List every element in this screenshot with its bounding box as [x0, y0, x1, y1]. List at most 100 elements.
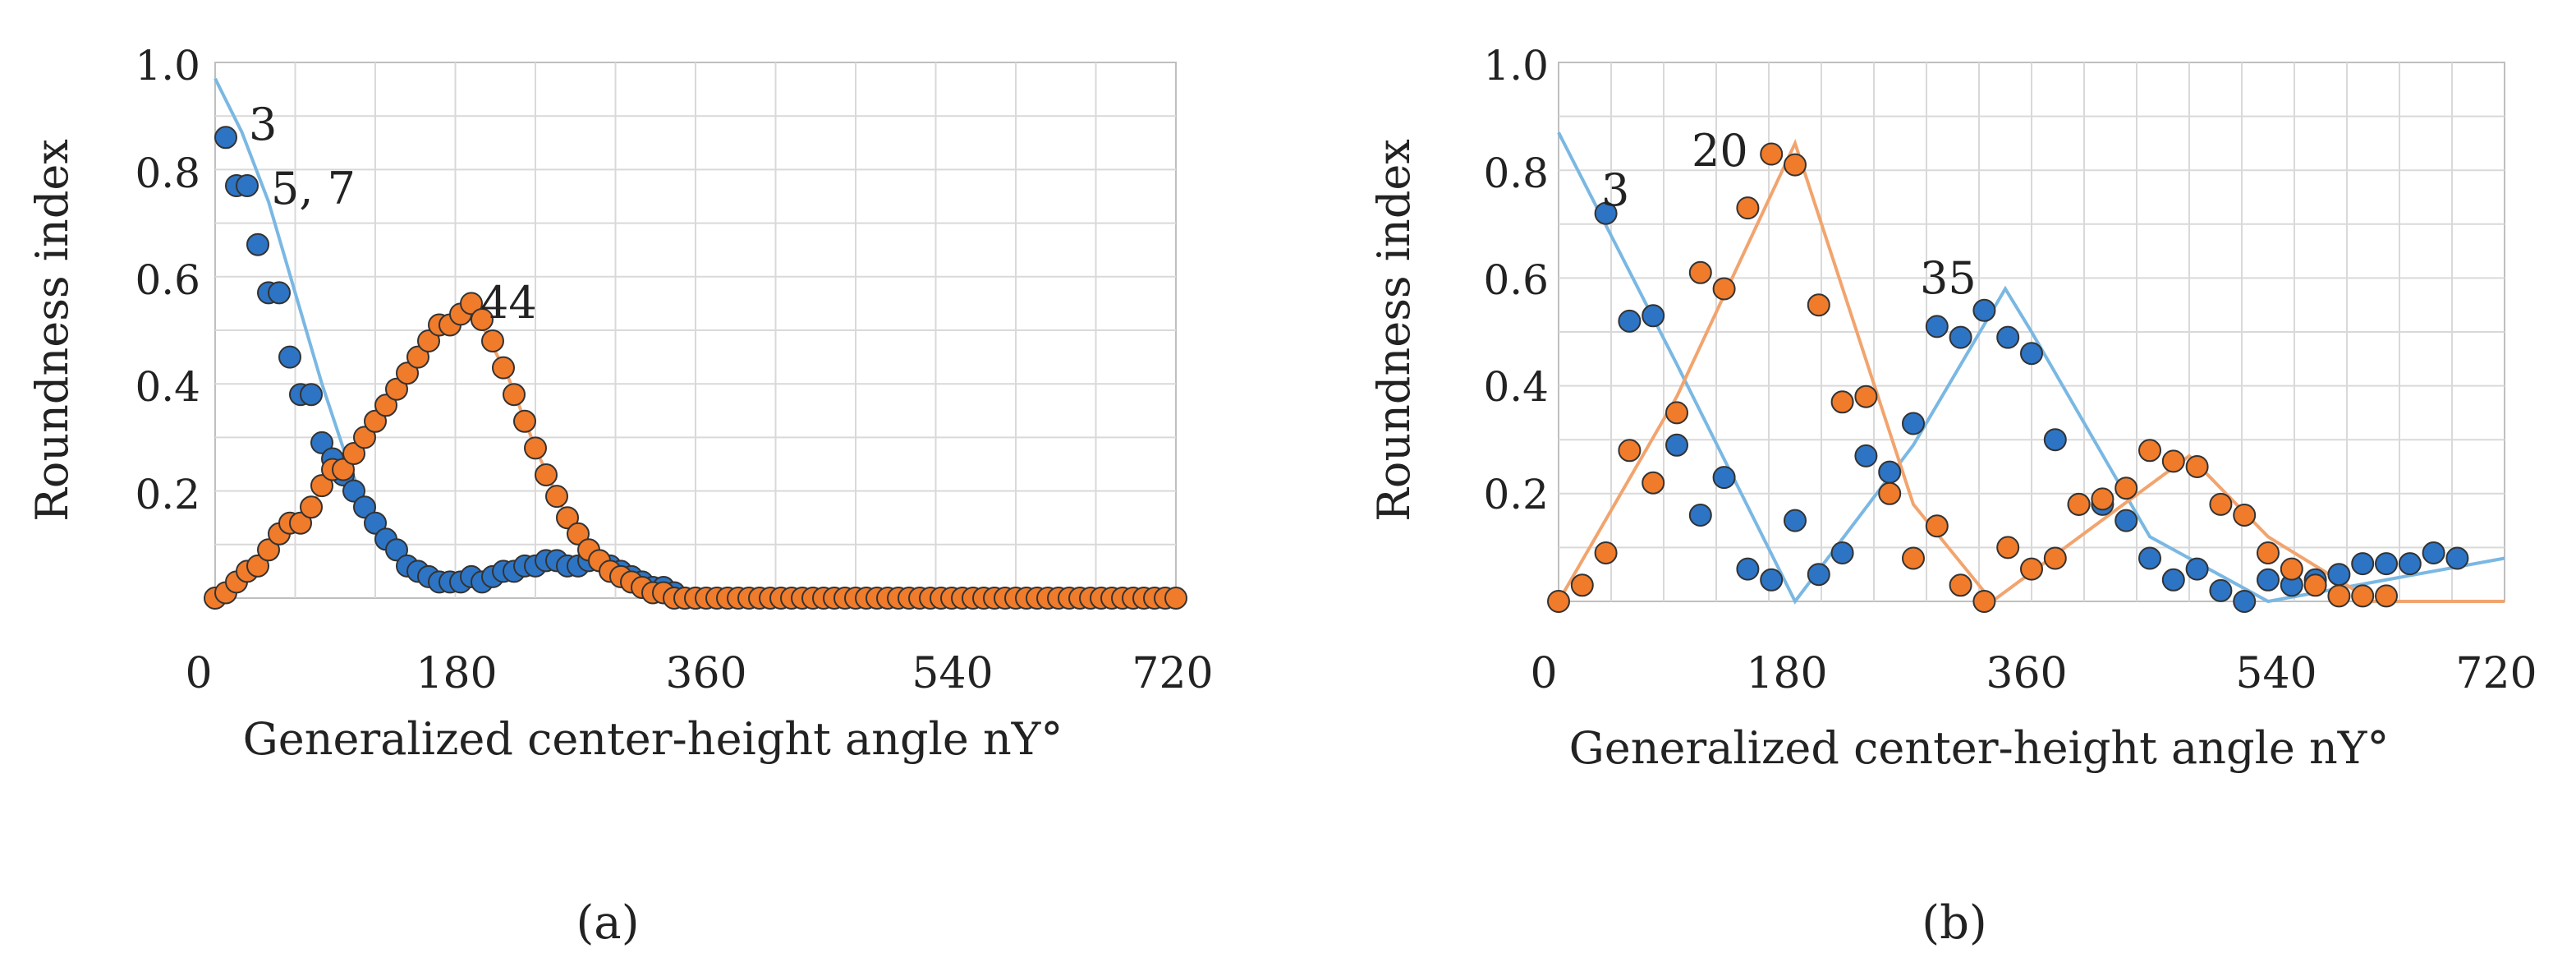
data-point — [289, 511, 312, 535]
data-point — [2445, 546, 2469, 570]
y-tick-label: 0.2 — [135, 471, 200, 518]
data-point — [385, 538, 408, 562]
data-point — [2303, 573, 2327, 597]
data-point — [342, 442, 365, 465]
data-point — [406, 345, 429, 369]
data-point — [364, 409, 387, 433]
x-tick-label: 0 — [1530, 649, 1557, 698]
data-point — [2398, 552, 2422, 576]
data-point — [353, 495, 376, 519]
data-point — [535, 463, 558, 486]
data-point — [2185, 557, 2209, 581]
data-point — [1642, 471, 1665, 495]
data-point — [1830, 390, 1854, 414]
data-point — [1594, 541, 1618, 564]
data-point — [310, 431, 333, 454]
data-point — [353, 426, 376, 449]
data-point — [2067, 492, 2091, 516]
data-point — [471, 308, 494, 331]
data-point — [513, 409, 536, 433]
y-tick-label: 1.0 — [1483, 42, 1549, 90]
series-fit-line — [1557, 131, 2505, 605]
data-point — [1164, 587, 1187, 610]
annotation-a-3: 44 — [480, 277, 537, 329]
y-axis-label-a: Roundness index — [26, 139, 78, 522]
data-point — [1902, 546, 1925, 570]
chart-panel-a: 0.2 0.4 0.6 0.8 1.0 0 180 360 540 720 Ro… — [26, 42, 1214, 950]
data-point — [556, 506, 579, 530]
data-point — [246, 554, 269, 578]
x-tick-labels-a: 0 180 360 540 720 — [185, 649, 1213, 698]
data-point — [1594, 201, 1618, 225]
y-tick-label: 0.6 — [135, 256, 200, 304]
data-point — [2091, 487, 2115, 511]
data-point — [1996, 325, 2020, 349]
x-tick-label: 720 — [2455, 649, 2537, 698]
data-point — [1830, 541, 1854, 564]
data-point — [268, 281, 291, 305]
y-tick-label: 0.2 — [1483, 471, 1549, 518]
x-tick-label: 360 — [665, 649, 746, 698]
data-point — [1618, 309, 1642, 333]
panel-label-a: (a) — [576, 896, 639, 950]
data-point — [246, 233, 269, 256]
annotation-a-1: 3 — [249, 99, 277, 150]
annotation-b-3: 35 — [1920, 252, 1977, 304]
x-tick-label: 180 — [416, 649, 497, 698]
data-point — [278, 345, 301, 369]
x-tick-labels-b: 0 180 360 540 720 — [1530, 649, 2537, 698]
data-point — [2375, 552, 2398, 576]
data-point — [1854, 444, 1878, 467]
data-point — [214, 126, 237, 150]
x-tick-label: 360 — [1986, 649, 2067, 698]
data-point — [1784, 509, 1807, 532]
data-point — [1570, 573, 1594, 597]
data-point — [300, 495, 323, 519]
y-axis-label-b: Roundness index — [1368, 139, 1420, 522]
data-point — [1878, 460, 1902, 484]
x-tick-label: 0 — [185, 649, 212, 698]
data-point — [1712, 466, 1736, 490]
y-tick-label: 0.4 — [1483, 363, 1549, 411]
data-point — [1760, 568, 1784, 592]
data-point — [1688, 504, 1712, 527]
data-point — [492, 356, 515, 380]
data-point — [2209, 492, 2233, 516]
data-point — [1618, 439, 1642, 463]
data-point — [460, 292, 483, 315]
data-point — [2020, 342, 2043, 366]
data-point — [1547, 590, 1570, 613]
data-point — [396, 361, 419, 385]
data-point — [2233, 590, 2257, 613]
data-point — [1642, 304, 1665, 328]
points-a — [204, 126, 1187, 610]
data-point — [1925, 514, 1949, 538]
annotation-b-1: 3 — [1601, 164, 1629, 216]
data-point — [1784, 153, 1807, 177]
y-tick-label: 1.0 — [135, 42, 200, 90]
data-point — [1996, 536, 2020, 559]
annotation-a-2: 5, 7 — [271, 163, 356, 214]
data-point — [481, 329, 504, 352]
data-point — [2138, 439, 2161, 463]
points-b — [1547, 142, 2469, 613]
data-point — [2257, 568, 2280, 592]
data-point — [2161, 568, 2185, 592]
y-tick-label: 0.6 — [1483, 256, 1549, 304]
data-point — [503, 383, 526, 407]
data-point — [2043, 428, 2067, 452]
y-tick-label: 0.8 — [135, 150, 200, 197]
y-tick-labels-a: 0.2 0.4 0.6 0.8 1.0 — [135, 42, 200, 518]
data-point — [1925, 315, 1949, 338]
data-point — [2351, 584, 2375, 608]
data-point — [2233, 504, 2257, 527]
data-point — [1665, 433, 1688, 457]
data-point — [545, 485, 568, 509]
data-point — [2375, 584, 2398, 608]
x-tick-label: 540 — [2235, 649, 2317, 698]
panel-label-b: (b) — [1922, 896, 1987, 950]
y-tick-label: 0.8 — [1483, 150, 1549, 197]
data-point — [2185, 455, 2209, 478]
data-point — [2138, 546, 2161, 570]
data-point — [1972, 590, 1996, 613]
